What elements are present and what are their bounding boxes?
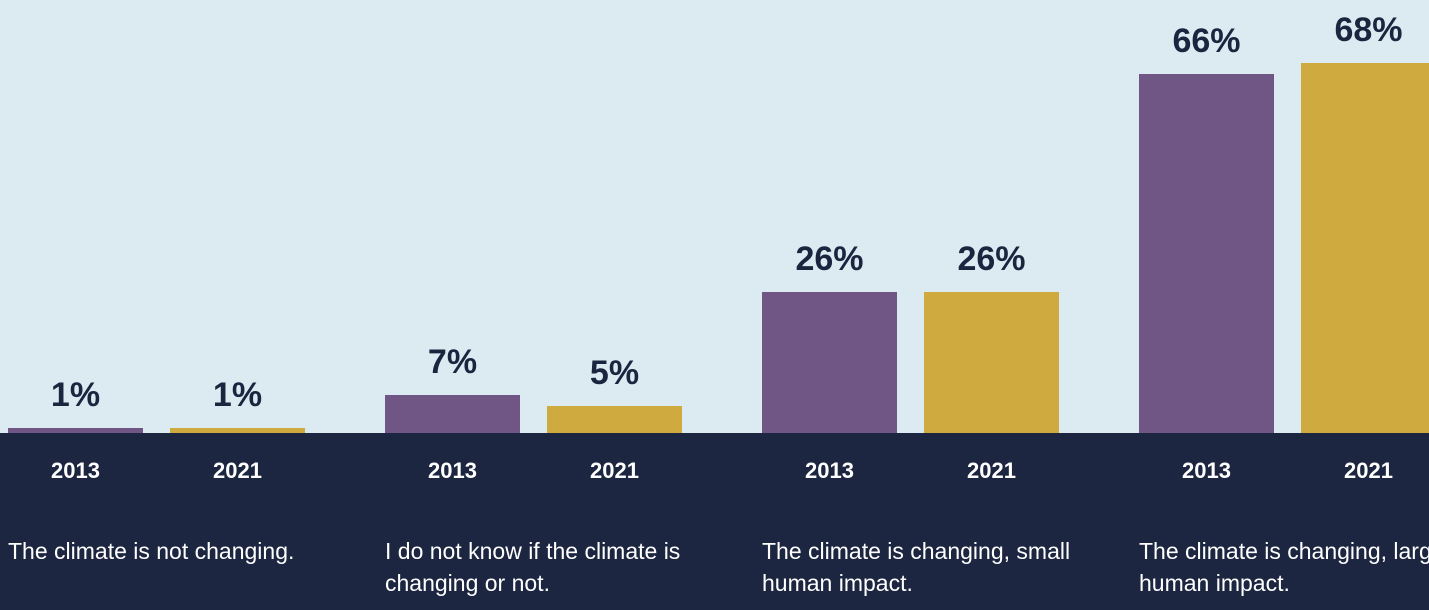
bar [924,291,1059,433]
value-label: 1% [212,375,263,414]
bar [762,291,897,433]
value-label: 26% [957,239,1026,278]
bar [1301,63,1429,433]
bar [547,405,682,433]
series-label: 2013 [1182,458,1231,483]
bar [385,394,520,433]
series-label: 2013 [805,458,854,483]
category-label: The climate is changing, large human imp… [1139,538,1429,596]
bar [8,427,143,433]
category-label: The climate is not changing. [8,538,295,564]
footer-band [0,433,1429,610]
value-label: 68% [1334,11,1403,49]
value-label: 7% [427,342,478,381]
series-label: 2021 [1344,458,1393,483]
bar [1139,73,1274,433]
series-label: 2013 [428,458,477,483]
category-label: The climate is changing, small human imp… [762,538,1071,596]
category-label: I do not know if the climate is changing… [385,538,681,596]
value-label: 5% [589,353,640,392]
series-label: 2021 [590,458,639,483]
value-label: 26% [795,239,864,278]
series-label: 2021 [967,458,1016,483]
value-label: 66% [1172,21,1241,60]
value-label: 1% [50,375,101,414]
series-label: 2021 [213,458,262,483]
series-label: 2013 [51,458,100,483]
bar [170,427,305,433]
